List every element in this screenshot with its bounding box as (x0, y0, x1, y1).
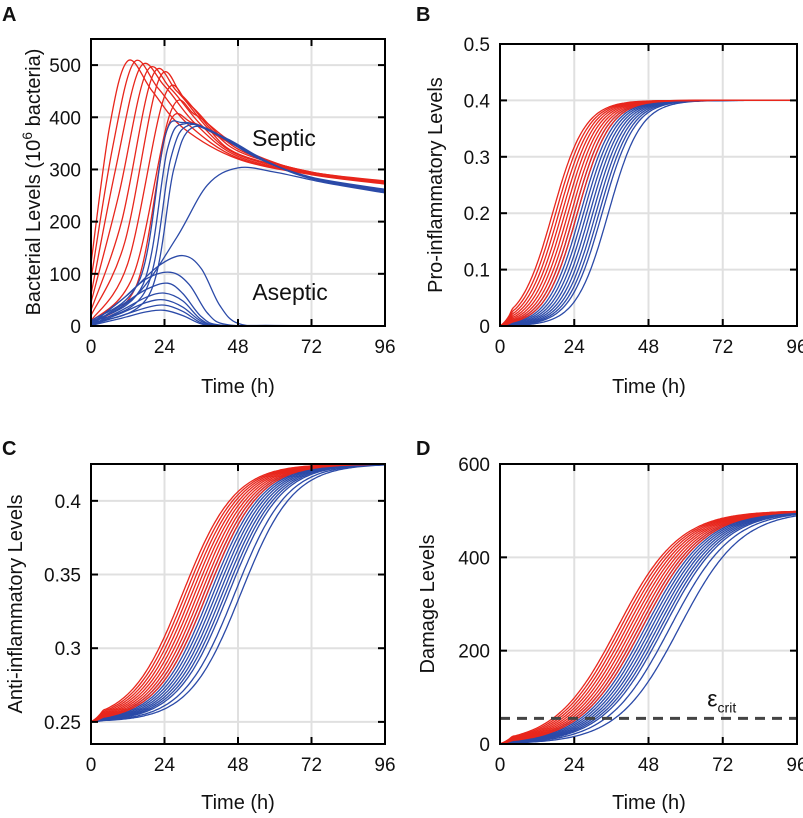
panel-d-aseptic-curve (499, 511, 798, 745)
panel-d-ytick-label: 600 (458, 455, 490, 476)
panel-d-threshold-symbol: ε (707, 686, 717, 712)
panel-a-xtick-label: 24 (154, 337, 176, 358)
panel-a-xtick-label: 48 (227, 337, 248, 358)
panel-c-xtick-label: 96 (374, 755, 395, 776)
panel-b-ytick-label: 0.5 (464, 35, 490, 56)
panel-b-xtick-label: 0 (495, 337, 506, 358)
panel-d-xtick-label: 48 (638, 755, 659, 776)
panel-d-threshold-label: εcrit (707, 686, 736, 716)
panel-b-ytick-label: 0.1 (464, 261, 490, 282)
panel-a-aseptic-label: Aseptic (252, 279, 327, 305)
panel-d-threshold-sub: crit (718, 700, 737, 716)
panel-b-letter: B (416, 4, 430, 26)
panel-b-ytick-label: 0.2 (464, 204, 490, 225)
panel-d-septic-curve (499, 511, 798, 745)
panel-c-ticks: 0 24 48 72 96 0.25 0.3 0.35 0.4 (44, 464, 396, 776)
panel-b-xtick-label: 48 (638, 337, 659, 358)
panel-d-aseptic-curve (499, 515, 798, 745)
panel-a-xtick-label: 96 (374, 337, 395, 358)
panel-b-ytick-label: 0.3 (464, 148, 490, 169)
panel-d-curves (499, 510, 798, 745)
panel-a-septic-label: Septic (252, 125, 316, 151)
panel-c-ytick-label: 0.25 (44, 713, 81, 734)
panel-c-xlabel: Time (h) (201, 792, 275, 814)
panel-d-letter: D (416, 438, 430, 460)
panel-a-xtick-label: 0 (86, 337, 97, 358)
panel-b-xtick-label: 72 (712, 337, 733, 358)
panel-a-xtick-label: 72 (301, 337, 322, 358)
panel-b-septic-curve (499, 99, 797, 327)
panel-b-ytick-label: 0.4 (464, 91, 491, 112)
panel-d-ytick-label: 200 (458, 642, 490, 663)
panel-d-ylabel: Damage Levels (417, 535, 439, 674)
panel-a-ytick-label: 400 (49, 108, 81, 129)
panel-c-ylabel: Anti-inflammatory Levels (5, 495, 27, 714)
panel-a-ytick-label: 100 (49, 265, 81, 286)
panel-b-curves (499, 99, 797, 327)
panel-d-ytick-label: 400 (458, 548, 490, 569)
panel-c-letter: C (2, 438, 16, 460)
panel-d-xtick-label: 24 (564, 755, 586, 776)
panel-a-aseptic-curve (90, 125, 386, 325)
panel-d-ytick-label: 0 (479, 735, 490, 756)
panel-d-septic-curve (499, 511, 798, 745)
panel-a-ytick-label: 300 (49, 160, 81, 181)
panel-b-xtick-label: 96 (786, 337, 803, 358)
panel-b-xtick-label: 24 (564, 337, 586, 358)
panel-a-ylabel-tail: bacteria) (23, 49, 45, 132)
panel-d-ticks: 0 24 48 72 96 0 200 400 600 (458, 455, 803, 776)
panel-a-ytick-label: 200 (49, 213, 81, 234)
panel-d-xtick-label: 0 (495, 755, 506, 776)
panel-a-ytick-label: 0 (70, 317, 81, 338)
panel-d-aseptic-curve (499, 513, 798, 745)
panel-c-xtick-label: 24 (154, 755, 176, 776)
panel-c-ytick-label: 0.4 (55, 492, 82, 513)
panel-a-xlabel: Time (h) (201, 376, 275, 398)
panel-a-ylabel-sup: 6 (19, 132, 35, 140)
panel-c-septic-curve (90, 463, 385, 723)
panel-d-xlabel: Time (h) (612, 792, 686, 814)
panel-d: D 0 24 48 72 96 0 200 400 600 εcrit Time (h) Dam… (416, 438, 803, 814)
panel-c-ytick-label: 0.35 (44, 566, 81, 587)
panel-a-ticks: 0 24 48 72 96 0 100 200 300 400 500 (49, 39, 396, 358)
panel-b-ylabel: Pro-inflammatory Levels (425, 77, 447, 293)
panel-d-aseptic-curve (499, 513, 798, 745)
panel-a: A 0 24 48 72 96 0 100 200 300 400 500 Time (h) Bac… (2, 4, 396, 398)
panel-a-ylabel-main: Bacterial Levels (10 (23, 140, 45, 316)
panel-d-xtick-label: 96 (786, 755, 803, 776)
panel-c: C 0 24 48 72 96 0.25 0.3 0.35 0.4 Time (h) Anti-… (2, 438, 396, 814)
panel-c-xtick-label: 48 (227, 755, 248, 776)
panel-a-ytick-label: 500 (49, 56, 81, 77)
panel-c-xtick-label: 0 (86, 755, 97, 776)
panel-a-letter: A (2, 4, 16, 26)
panel-c-curves (90, 463, 386, 723)
panel-c-aseptic-curve (90, 464, 386, 723)
panel-c-xtick-label: 72 (301, 755, 322, 776)
panel-b-ytick-label: 0 (479, 317, 490, 338)
panel-d-aseptic-curve (499, 511, 798, 745)
panel-d-aseptic-curve (499, 512, 798, 745)
panel-b: B 0 24 48 72 96 0 0.1 0.2 0.3 0.4 0.5 Time (h) Pro… (416, 4, 803, 398)
panel-b-xlabel: Time (h) (612, 376, 686, 398)
panel-b-ticks: 0 24 48 72 96 0 0.1 0.2 0.3 0.4 0.5 (464, 35, 803, 358)
panel-a-aseptic-curve (90, 166, 386, 325)
panel-a-ylabel: Bacterial Levels (106 bacteria) (19, 49, 45, 316)
panel-c-aseptic-curve (90, 464, 386, 723)
panel-c-ytick-label: 0.3 (55, 639, 81, 660)
panel-d-aseptic-curve (499, 512, 798, 745)
panel-c-aseptic-curve (90, 463, 386, 723)
panel-d-xtick-label: 72 (712, 755, 733, 776)
